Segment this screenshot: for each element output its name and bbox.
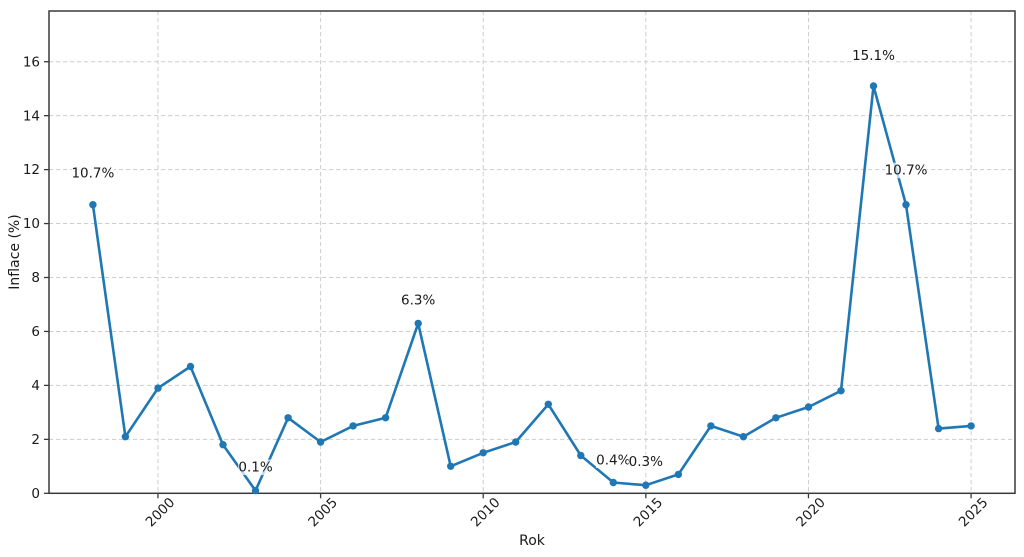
y-tick-label: 10: [23, 216, 40, 232]
annotation-bg: [852, 47, 895, 64]
data-point: [772, 414, 780, 422]
data-point: [381, 414, 390, 422]
data-point: [479, 449, 487, 457]
y-tick-label: 0: [31, 486, 40, 502]
data-point: [316, 438, 325, 446]
data-point: [447, 462, 455, 470]
plot-border: [48, 10, 1016, 495]
y-tick-label: 4: [31, 378, 40, 394]
y-axis-label: Inflace (%): [7, 214, 23, 290]
x-axis-label: Rok: [519, 533, 545, 549]
annotation-bg: [595, 452, 631, 469]
data-point: [284, 414, 292, 422]
annotation-label: 10.7%: [885, 163, 928, 179]
data-point: [934, 424, 943, 433]
y-tick-label: 12: [23, 162, 40, 178]
annotation-bg: [400, 292, 436, 308]
data-point: [349, 422, 357, 430]
data-point: [577, 451, 585, 460]
y-tick-label: 8: [31, 270, 40, 286]
annotation-label: 10.7%: [71, 166, 114, 182]
data-point: [902, 201, 910, 209]
annotation-bg: [71, 165, 114, 182]
data-point: [121, 433, 130, 441]
annotation-label: 0.1%: [238, 460, 272, 476]
data-point: [674, 470, 683, 479]
data-point: [707, 422, 715, 430]
annotation-label: 0.3%: [629, 454, 663, 470]
data-point: [414, 319, 422, 328]
data-point: [642, 481, 650, 489]
data-point: [512, 438, 520, 446]
annotation-bg: [238, 459, 273, 476]
annotation-label: 6.3%: [401, 292, 435, 308]
data-point: [154, 384, 162, 392]
data-point: [251, 486, 260, 495]
annotation-bg: [885, 162, 928, 179]
y-tick-label: 16: [23, 54, 40, 70]
annotation-label: 15.1%: [852, 48, 895, 64]
y-tick-label: 2: [31, 432, 40, 448]
data-point: [544, 400, 552, 408]
data-point: [89, 201, 97, 209]
data-point: [837, 387, 845, 395]
data-point: [967, 422, 975, 430]
data-point: [186, 362, 195, 371]
annotation-label: 0.4%: [596, 453, 630, 469]
data-point: [609, 478, 617, 487]
data-point: [219, 441, 227, 449]
annotation-bg: [628, 454, 664, 470]
data-point: [804, 403, 813, 411]
y-tick-label: 6: [31, 324, 40, 340]
data-point: [869, 82, 878, 90]
data-point: [739, 433, 748, 441]
y-tick-label: 14: [23, 108, 40, 124]
